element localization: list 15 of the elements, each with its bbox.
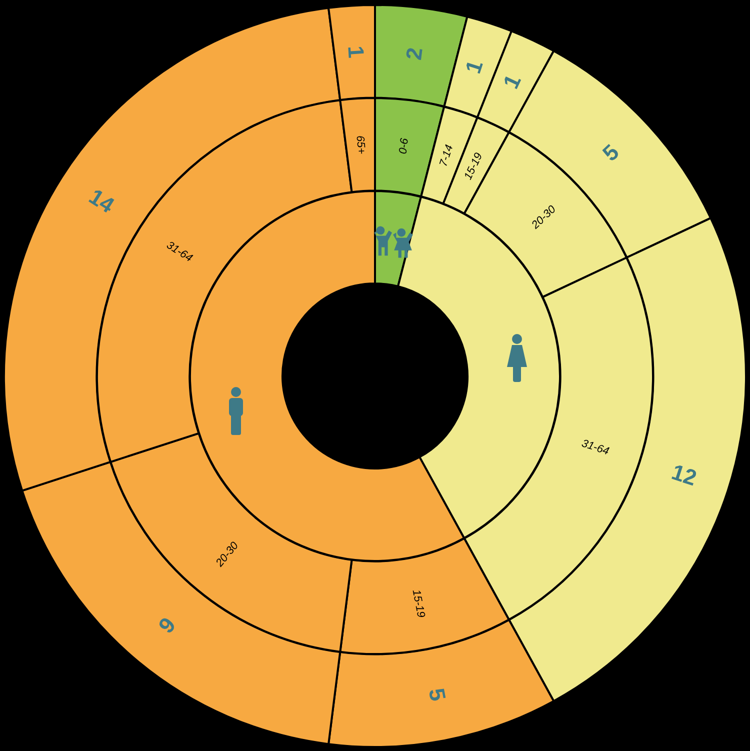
data-label: 14 — [84, 183, 120, 218]
data-label: 1 — [343, 44, 369, 58]
slice-label: 65+ — [354, 134, 367, 155]
data-label: 9 — [153, 612, 180, 638]
slice-label: 31-64 — [580, 437, 611, 458]
data-label: 12 — [668, 458, 700, 490]
slice-label: 15-19 — [410, 588, 427, 618]
data-label: 2 — [401, 46, 428, 61]
slice-label: 7-14 — [438, 142, 456, 168]
data-label: 5 — [424, 686, 451, 702]
data-label: 5 — [598, 138, 624, 166]
slice-label: 0-6 — [397, 136, 412, 154]
data-label: 1 — [460, 56, 488, 76]
data-label: 1 — [498, 70, 526, 92]
slice-label: 15-19 — [462, 150, 486, 182]
